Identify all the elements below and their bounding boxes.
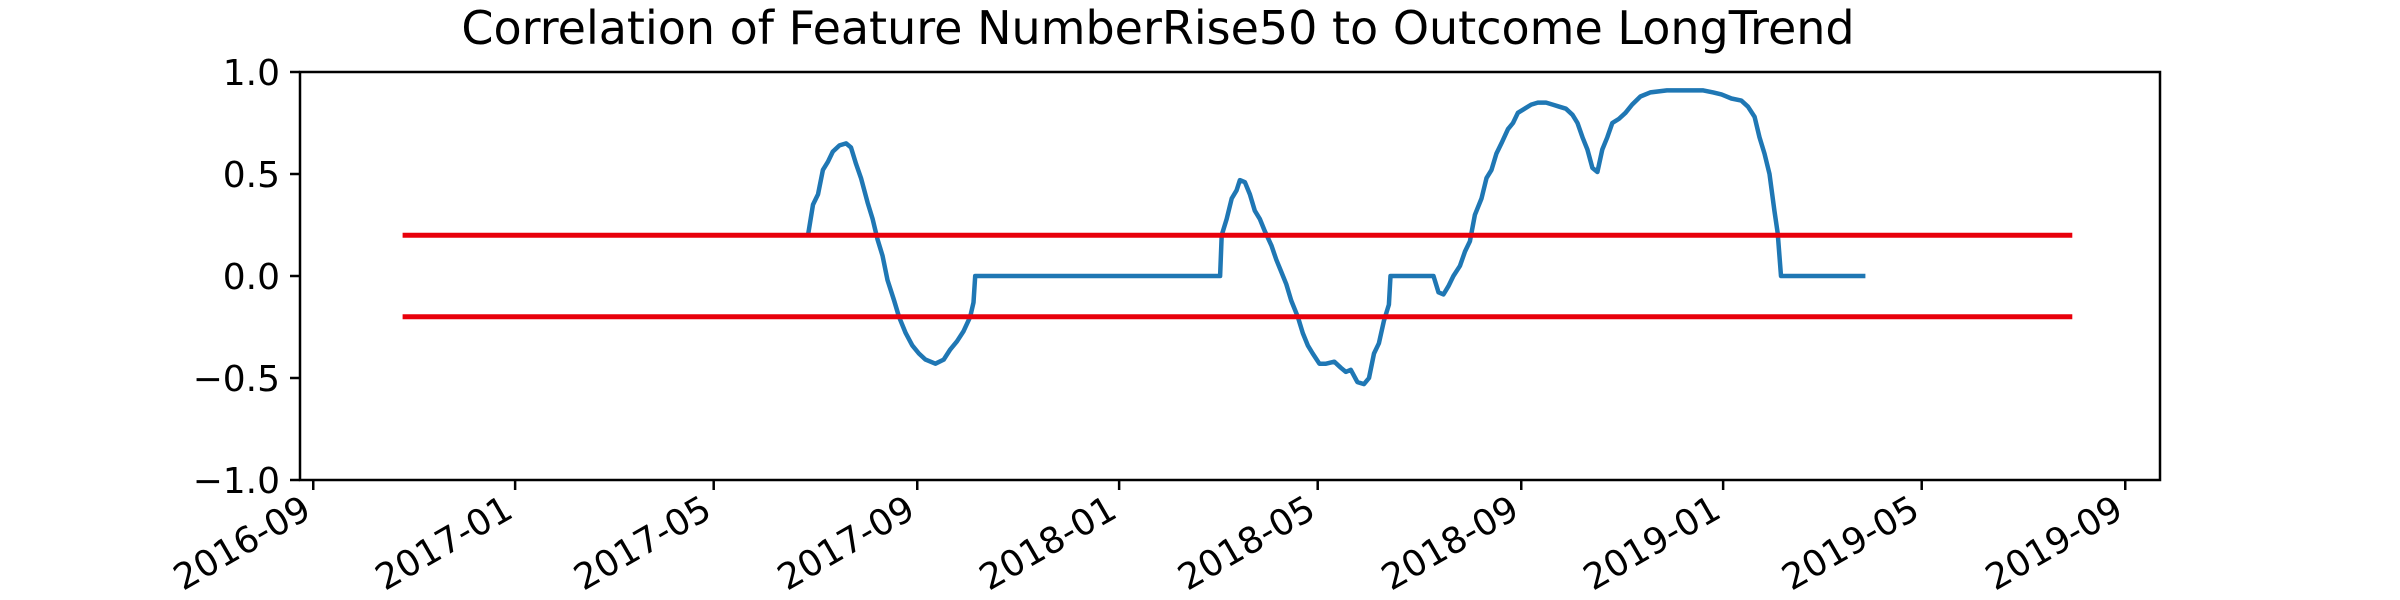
y-axis: 1.0 0.5 0.0 −0.5 −1.0 xyxy=(193,53,300,502)
x-tick-label: 2019-09 xyxy=(1979,488,2130,599)
chart-title: Correlation of Feature NumberRise50 to O… xyxy=(461,1,1854,55)
y-tick-label: 0.0 xyxy=(223,257,280,298)
y-tick-label: −0.5 xyxy=(193,359,280,400)
x-tick-label: 2019-01 xyxy=(1577,488,1728,599)
plot-frame xyxy=(298,70,2162,482)
x-tick-label: 2018-09 xyxy=(1375,488,1526,599)
x-tick-label: 2017-09 xyxy=(771,488,922,599)
x-tick-label: 2018-01 xyxy=(973,488,1124,599)
x-tick-label: 2017-01 xyxy=(369,488,520,599)
correlation-series-line xyxy=(805,88,1866,387)
y-tick-label: 1.0 xyxy=(223,53,280,94)
plot-area xyxy=(298,70,2162,482)
y-tick-label: 0.5 xyxy=(223,155,280,196)
x-tick-label: 2019-05 xyxy=(1775,488,1926,599)
x-tick-label: 2017-05 xyxy=(567,488,718,599)
x-tick-label: 2018-05 xyxy=(1171,488,1322,599)
x-tick-label: 2016-09 xyxy=(167,488,318,599)
y-tick-label: −1.0 xyxy=(193,461,280,502)
x-axis: 2016-09 2017-01 2017-05 2017-09 2018-01 2018-… xyxy=(167,480,2130,599)
